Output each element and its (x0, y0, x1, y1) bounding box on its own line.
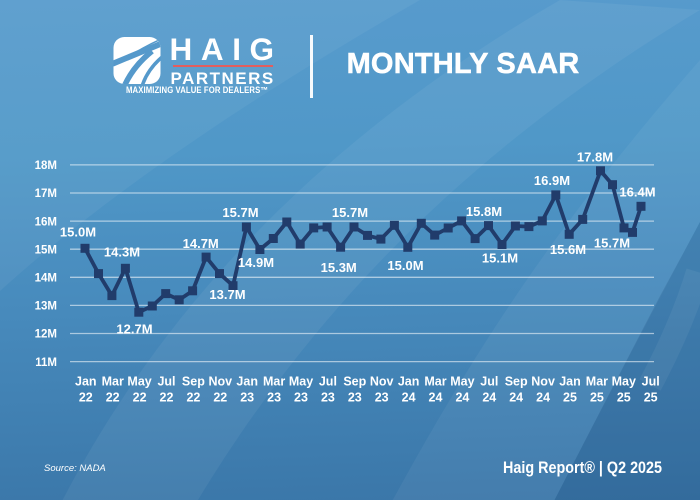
svg-text:Mar: Mar (424, 375, 446, 389)
svg-text:24: 24 (509, 391, 523, 405)
svg-text:Sep: Sep (343, 375, 366, 389)
svg-text:15.7M: 15.7M (594, 236, 630, 251)
svg-text:15.6M: 15.6M (550, 242, 586, 257)
svg-text:25: 25 (590, 391, 604, 405)
svg-text:15.1M: 15.1M (482, 251, 518, 266)
svg-text:25: 25 (617, 391, 631, 405)
svg-text:23: 23 (294, 391, 308, 405)
svg-text:Jul: Jul (319, 375, 337, 389)
svg-text:Nov: Nov (531, 375, 555, 389)
svg-text:25: 25 (644, 391, 658, 405)
svg-text:11M: 11M (35, 357, 57, 369)
svg-text:16.4M: 16.4M (619, 185, 655, 200)
svg-text:23: 23 (240, 391, 254, 405)
svg-text:14.9M: 14.9M (238, 255, 274, 270)
svg-text:Nov: Nov (208, 375, 232, 389)
svg-text:Sep: Sep (182, 375, 205, 389)
svg-text:24: 24 (402, 391, 416, 405)
svg-text:23: 23 (321, 391, 335, 405)
svg-text:23: 23 (267, 391, 281, 405)
svg-text:Jan: Jan (75, 375, 97, 389)
svg-text:Mar: Mar (586, 375, 608, 389)
svg-text:13M: 13M (35, 301, 57, 313)
svg-text:16.9M: 16.9M (534, 173, 570, 188)
svg-text:14.7M: 14.7M (183, 236, 219, 251)
svg-text:24: 24 (429, 391, 443, 405)
svg-text:24: 24 (536, 391, 550, 405)
svg-text:Jul: Jul (480, 375, 498, 389)
svg-text:14.3M: 14.3M (104, 245, 140, 260)
svg-text:15.7M: 15.7M (332, 205, 368, 220)
svg-text:12M: 12M (35, 329, 57, 341)
svg-text:13.7M: 13.7M (209, 287, 245, 302)
svg-text:23: 23 (375, 391, 389, 405)
svg-text:15.7M: 15.7M (222, 205, 258, 220)
svg-text:Jan: Jan (236, 375, 258, 389)
svg-text:24: 24 (455, 391, 469, 405)
svg-text:Jul: Jul (642, 375, 660, 389)
svg-text:17M: 17M (35, 188, 57, 200)
svg-text:15.3M: 15.3M (321, 260, 357, 275)
svg-text:May: May (450, 375, 474, 389)
svg-text:15.0M: 15.0M (387, 258, 423, 273)
svg-text:Jan: Jan (559, 375, 581, 389)
svg-text:Nov: Nov (370, 375, 394, 389)
svg-text:May: May (289, 375, 313, 389)
svg-text:22: 22 (213, 391, 227, 405)
svg-text:Sep: Sep (505, 375, 528, 389)
svg-text:Mar: Mar (263, 375, 285, 389)
svg-text:14M: 14M (35, 273, 57, 285)
svg-text:15.8M: 15.8M (466, 204, 502, 219)
svg-text:May: May (612, 375, 636, 389)
svg-text:16M: 16M (35, 216, 57, 228)
svg-text:22: 22 (160, 391, 174, 405)
svg-text:22: 22 (79, 391, 93, 405)
svg-text:24: 24 (482, 391, 496, 405)
svg-text:May: May (127, 375, 151, 389)
svg-text:22: 22 (186, 391, 200, 405)
svg-text:Jan: Jan (398, 375, 420, 389)
svg-text:17.8M: 17.8M (577, 150, 613, 165)
svg-text:Mar: Mar (102, 375, 124, 389)
svg-text:15.0M: 15.0M (60, 225, 96, 240)
svg-text:23: 23 (348, 391, 362, 405)
svg-text:Jul: Jul (157, 375, 175, 389)
svg-text:18M: 18M (35, 160, 57, 172)
svg-text:15M: 15M (35, 244, 57, 256)
svg-text:12.7M: 12.7M (116, 322, 152, 337)
svg-text:22: 22 (133, 391, 147, 405)
svg-text:22: 22 (106, 391, 120, 405)
svg-text:25: 25 (563, 391, 577, 405)
